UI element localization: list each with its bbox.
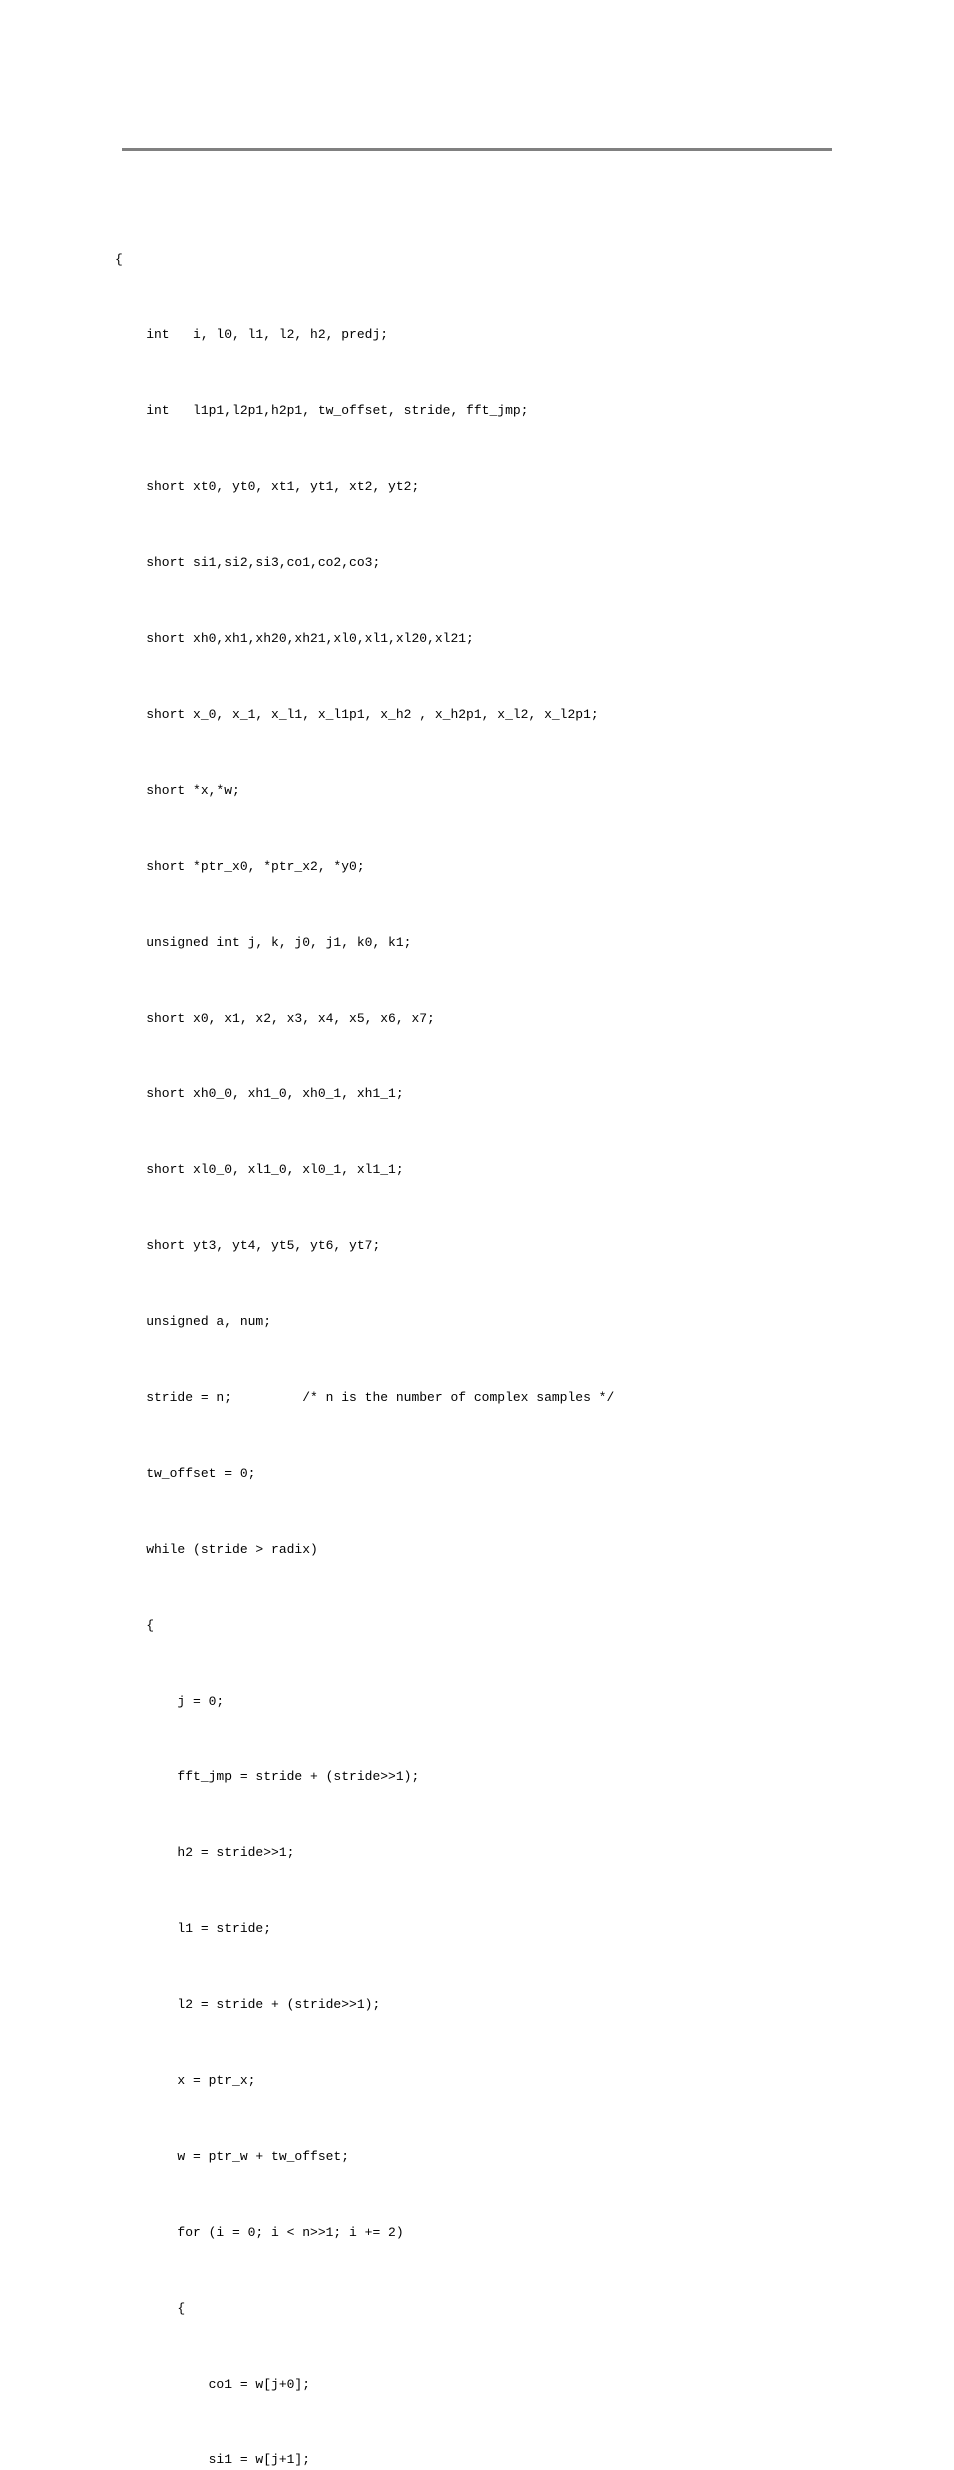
code-line: l2 = stride + (stride>>1); [115,1992,614,2017]
code-line: short si1,si2,si3,co1,co2,co3; [115,550,614,575]
code-line: short yt3, yt4, yt5, yt6, yt7; [115,1233,614,1258]
code-line: short *ptr_x0, *ptr_x2, *y0; [115,854,614,879]
code-line: stride = n; /* n is the number of comple… [115,1385,614,1410]
code-line: tw_offset = 0; [115,1461,614,1486]
code-line: h2 = stride>>1; [115,1840,614,1865]
code-line: short xh0,xh1,xh20,xh21,xl0,xl1,xl20,xl2… [115,626,614,651]
code-line: short xh0_0, xh1_0, xh0_1, xh1_1; [115,1081,614,1106]
code-line: unsigned int j, k, j0, j1, k0, k1; [115,930,614,955]
code-line: int i, l0, l1, l2, h2, predj; [115,322,614,347]
code-line: short *x,*w; [115,778,614,803]
code-line: si1 = w[j+1]; [115,2447,614,2470]
code-line: short xl0_0, xl1_0, xl0_1, xl1_1; [115,1157,614,1182]
code-line: l1 = stride; [115,1916,614,1941]
code-line: { [115,247,614,272]
code-line: int l1p1,l2p1,h2p1, tw_offset, stride, f… [115,398,614,423]
code-line: x = ptr_x; [115,2068,614,2093]
code-line: { [115,2296,614,2321]
code-line: short x_0, x_1, x_l1, x_l1p1, x_h2 , x_h… [115,702,614,727]
code-line: unsigned a, num; [115,1309,614,1334]
code-line: { [115,1613,614,1638]
code-line: co1 = w[j+0]; [115,2372,614,2397]
code-line: w = ptr_w + tw_offset; [115,2144,614,2169]
code-line: short x0, x1, x2, x3, x4, x5, x6, x7; [115,1006,614,1031]
code-line: fft_jmp = stride + (stride>>1); [115,1764,614,1789]
code-listing: { int i, l0, l1, l2, h2, predj; int l1p1… [115,196,614,2470]
code-line: for (i = 0; i < n>>1; i += 2) [115,2220,614,2245]
code-line: while (stride > radix) [115,1537,614,1562]
code-line: j = 0; [115,1689,614,1714]
code-line: short xt0, yt0, xt1, yt1, xt2, yt2; [115,474,614,499]
horizontal-divider [122,148,832,151]
